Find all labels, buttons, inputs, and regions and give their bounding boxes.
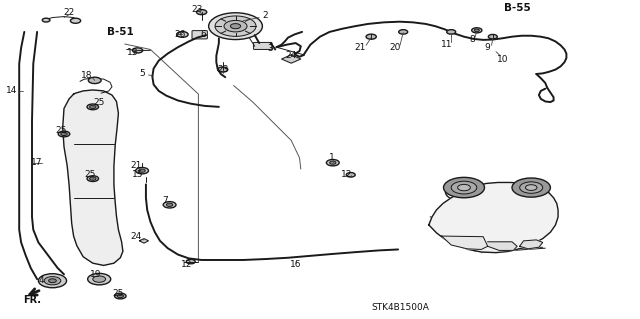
Text: 15: 15 (132, 170, 143, 179)
Circle shape (366, 34, 376, 39)
Text: 23: 23 (191, 5, 203, 14)
Circle shape (166, 203, 173, 206)
Text: 7: 7 (163, 196, 168, 205)
Circle shape (70, 18, 81, 23)
Text: B-55: B-55 (504, 3, 531, 13)
Text: 22: 22 (63, 8, 75, 17)
Circle shape (88, 273, 111, 285)
Text: 23: 23 (217, 65, 228, 74)
Text: 1: 1 (329, 153, 334, 162)
FancyBboxPatch shape (192, 31, 207, 39)
Text: 17: 17 (31, 158, 43, 167)
Text: 2: 2 (263, 11, 268, 20)
Text: 3: 3 (268, 44, 273, 53)
Text: 25: 25 (84, 170, 95, 179)
Circle shape (330, 161, 336, 164)
Circle shape (163, 202, 176, 208)
Circle shape (525, 185, 537, 190)
Text: 9: 9 (485, 43, 490, 52)
Circle shape (488, 34, 497, 39)
Circle shape (115, 293, 126, 299)
Circle shape (177, 32, 188, 37)
Text: FR.: FR. (23, 295, 41, 306)
Text: 25: 25 (93, 98, 105, 107)
Text: B-51: B-51 (107, 27, 134, 37)
Circle shape (139, 169, 145, 172)
Circle shape (136, 167, 148, 174)
Circle shape (87, 176, 99, 182)
Circle shape (44, 277, 61, 285)
Polygon shape (429, 182, 558, 253)
Circle shape (87, 104, 99, 110)
Text: 11: 11 (441, 40, 452, 48)
Text: 21: 21 (354, 43, 365, 52)
Text: 16: 16 (290, 260, 301, 269)
Text: 25: 25 (56, 126, 67, 135)
Text: 24: 24 (130, 232, 141, 241)
Text: 18: 18 (81, 71, 92, 80)
Text: 26: 26 (175, 30, 186, 39)
Circle shape (458, 184, 470, 191)
Text: 8: 8 (470, 35, 475, 44)
Text: 5: 5 (140, 69, 145, 78)
FancyBboxPatch shape (253, 42, 272, 49)
Circle shape (58, 131, 70, 137)
Text: 4: 4 (39, 276, 44, 285)
Text: 13: 13 (127, 48, 139, 57)
Circle shape (117, 294, 124, 298)
Circle shape (230, 24, 241, 29)
Circle shape (472, 28, 482, 33)
Circle shape (451, 181, 477, 194)
Circle shape (444, 177, 484, 198)
Text: 6: 6 (201, 30, 206, 39)
Text: 19: 19 (90, 271, 102, 279)
Polygon shape (140, 239, 148, 243)
Text: 24: 24 (285, 51, 297, 60)
Circle shape (399, 30, 408, 34)
Circle shape (512, 178, 550, 197)
Circle shape (132, 48, 143, 53)
Circle shape (326, 160, 339, 166)
Text: STK4B1500A: STK4B1500A (371, 303, 429, 312)
Polygon shape (488, 242, 517, 250)
Circle shape (474, 29, 479, 32)
Text: 21: 21 (130, 161, 141, 170)
Text: 12: 12 (181, 260, 193, 269)
Circle shape (186, 259, 195, 264)
Polygon shape (63, 90, 123, 265)
Circle shape (224, 20, 247, 32)
Circle shape (49, 279, 56, 283)
Polygon shape (282, 55, 301, 63)
Circle shape (42, 18, 50, 22)
Text: 12: 12 (341, 170, 353, 179)
Circle shape (218, 67, 228, 72)
Circle shape (196, 10, 207, 15)
Circle shape (90, 177, 96, 180)
Circle shape (61, 132, 67, 136)
Polygon shape (442, 236, 488, 249)
Text: 25: 25 (113, 289, 124, 298)
Circle shape (88, 77, 101, 84)
Circle shape (90, 105, 96, 108)
Circle shape (520, 182, 543, 193)
Text: 20: 20 (390, 43, 401, 52)
Circle shape (38, 274, 67, 288)
Text: 14: 14 (6, 86, 17, 95)
Circle shape (93, 276, 106, 282)
Circle shape (346, 173, 355, 177)
Circle shape (447, 30, 456, 34)
Circle shape (215, 16, 256, 36)
Polygon shape (520, 240, 543, 249)
Circle shape (209, 13, 262, 40)
Text: 10: 10 (497, 55, 508, 63)
